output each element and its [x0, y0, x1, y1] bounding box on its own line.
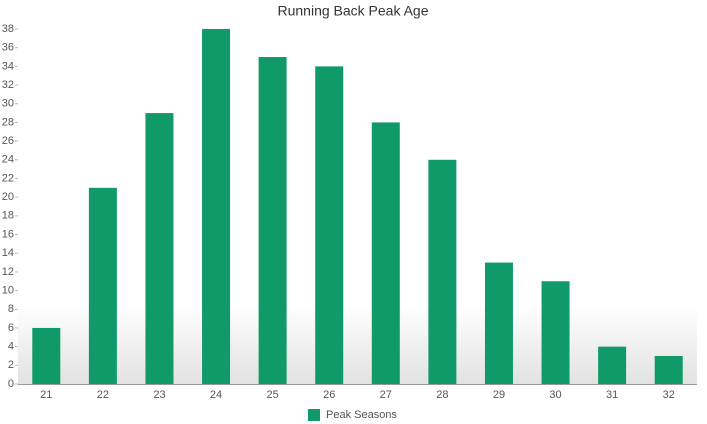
bar	[88, 187, 117, 384]
y-tick-label: 36	[2, 42, 14, 54]
x-tick-label: 32	[663, 389, 675, 401]
y-tick-label: 38	[2, 23, 14, 35]
y-tick-label: 18	[2, 210, 14, 222]
bar	[428, 159, 457, 384]
bar	[258, 57, 287, 385]
y-tick-label: 2	[8, 359, 14, 371]
y-tick-label: 28	[2, 116, 14, 128]
legend-label: Peak Seasons	[326, 409, 397, 421]
plot-shade	[18, 305, 697, 384]
x-tick-label: 27	[380, 389, 392, 401]
y-tick-label: 16	[2, 228, 14, 240]
y-tick-label: 32	[2, 79, 14, 91]
x-tick-label: 30	[549, 389, 561, 401]
bar	[598, 346, 627, 384]
bar	[654, 355, 683, 384]
bar	[32, 327, 61, 384]
y-tick-label: 22	[2, 172, 14, 184]
chart-title: Running Back Peak Age	[278, 3, 429, 19]
bar	[371, 122, 400, 384]
bar	[484, 262, 513, 384]
x-tick-label: 23	[153, 389, 165, 401]
x-tick-label: 22	[97, 389, 109, 401]
bar	[541, 281, 570, 384]
bar	[145, 113, 174, 384]
x-tick-label: 29	[493, 389, 505, 401]
x-tick-label: 26	[323, 389, 335, 401]
y-tick-label: 26	[2, 135, 14, 147]
legend-swatch	[308, 409, 320, 421]
y-tick-label: 6	[8, 322, 14, 334]
x-tick-label: 25	[267, 389, 279, 401]
y-tick-label: 20	[2, 191, 14, 203]
y-tick-label: 4	[8, 341, 14, 353]
y-tick-label: 12	[2, 266, 14, 278]
y-tick-label: 24	[2, 154, 14, 166]
bar	[315, 66, 344, 385]
y-tick-label: 8	[8, 303, 14, 315]
bar	[202, 29, 231, 384]
x-tick-label: 24	[210, 389, 222, 401]
y-tick-label: 30	[2, 98, 14, 110]
x-tick-label: 21	[40, 389, 52, 401]
y-tick-label: 0	[8, 378, 14, 390]
x-tick-label: 31	[606, 389, 618, 401]
x-tick-label: 28	[436, 389, 448, 401]
y-tick-label: 10	[2, 284, 14, 296]
y-tick-label: 34	[2, 60, 14, 72]
y-tick-label: 14	[2, 247, 14, 259]
